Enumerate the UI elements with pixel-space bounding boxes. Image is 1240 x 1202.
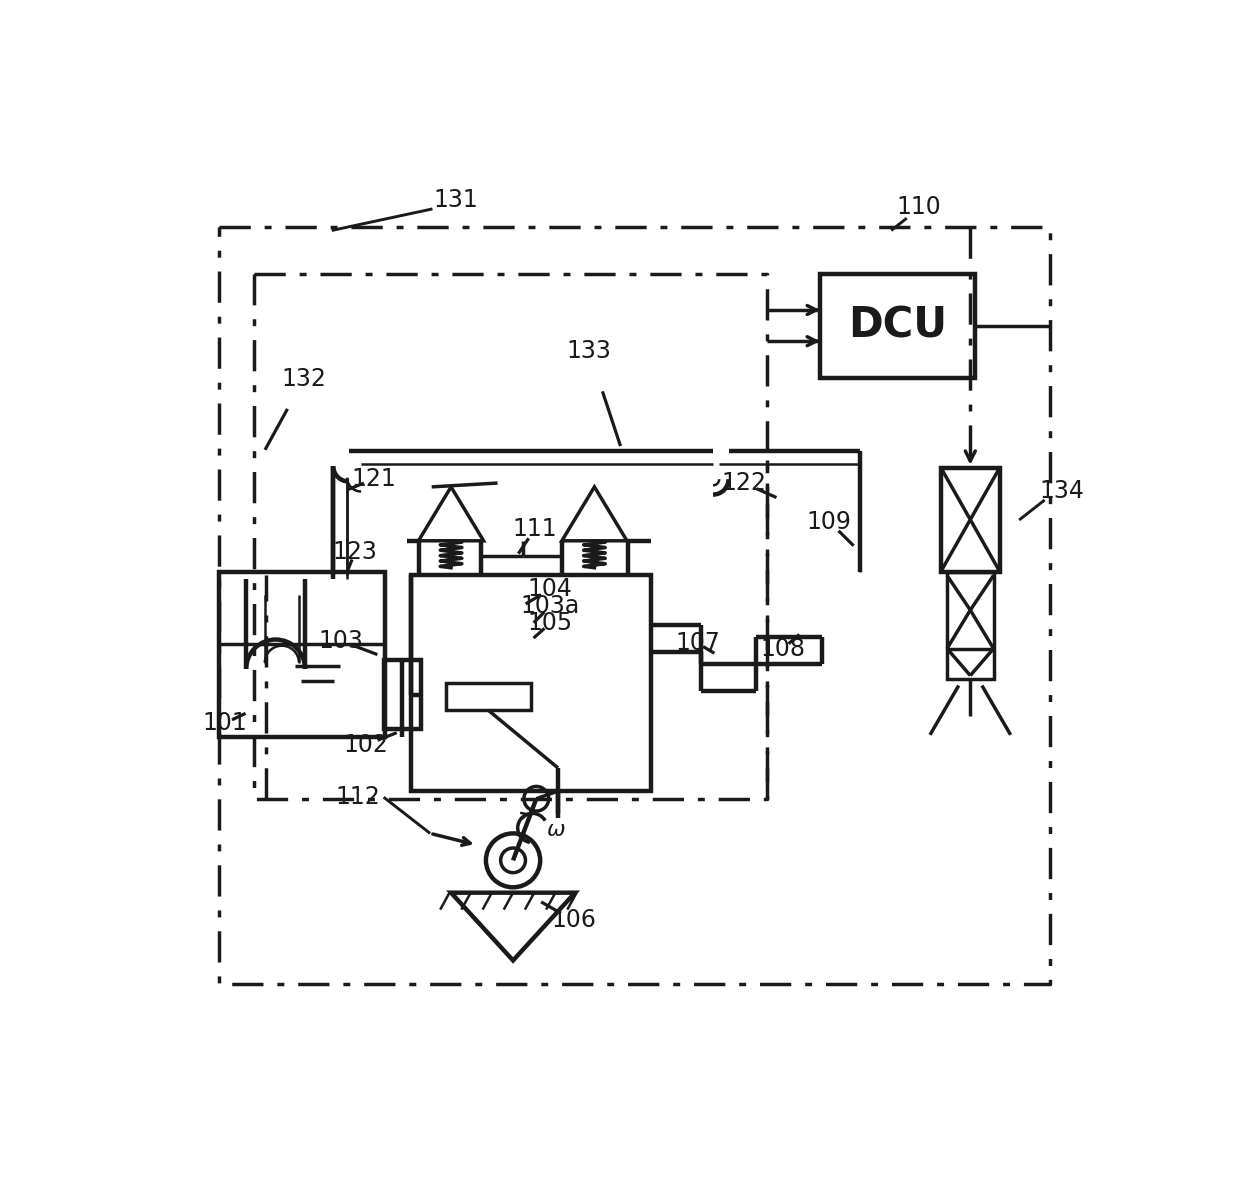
Text: 102: 102 (343, 733, 388, 757)
Text: 103: 103 (319, 629, 363, 653)
Bar (383, 660, 420, 730)
Text: 105: 105 (528, 611, 573, 635)
Text: 104: 104 (528, 577, 573, 601)
Bar (941, 468, 999, 572)
Text: 122: 122 (722, 471, 766, 495)
Text: 107: 107 (675, 631, 720, 655)
Text: 131: 131 (433, 188, 479, 212)
Text: $\omega$: $\omega$ (546, 820, 565, 839)
Bar (947, 572, 993, 679)
Text: 123: 123 (332, 541, 377, 565)
Text: 106: 106 (551, 909, 596, 933)
Bar (410, 576, 651, 791)
Text: 112: 112 (336, 785, 381, 809)
Bar (820, 274, 975, 377)
Text: 109: 109 (807, 510, 852, 534)
Text: 110: 110 (897, 196, 941, 220)
Text: 103a: 103a (521, 594, 580, 618)
Text: 121: 121 (351, 468, 396, 492)
Text: 132: 132 (281, 367, 326, 391)
Text: 111: 111 (512, 517, 557, 541)
Text: 134: 134 (1039, 478, 1084, 502)
Text: 108: 108 (760, 637, 805, 661)
Bar (445, 683, 531, 710)
Bar (218, 572, 386, 737)
Text: DCU: DCU (848, 304, 947, 346)
Text: 101: 101 (202, 712, 247, 736)
Text: 133: 133 (567, 339, 611, 363)
